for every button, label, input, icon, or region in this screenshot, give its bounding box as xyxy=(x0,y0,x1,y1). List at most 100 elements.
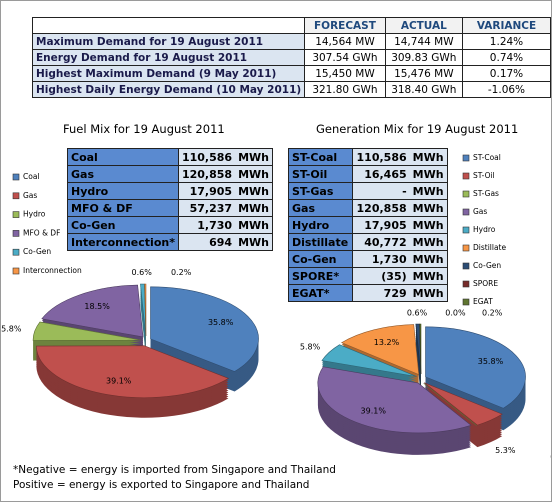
energy-value: - xyxy=(351,182,410,200)
data-label: 5.8% xyxy=(1,325,22,334)
legend-swatch xyxy=(462,226,470,234)
pie-slice xyxy=(341,324,420,375)
table-row: Highest Daily Energy Demand (10 May 2011… xyxy=(31,81,551,98)
unit: MWh xyxy=(235,199,274,217)
value-cell: 14,564 MW xyxy=(304,33,386,50)
legend-label: Co-Gen xyxy=(23,247,51,256)
legend-label: Coal xyxy=(23,172,40,181)
data-label: 5.8% xyxy=(300,342,321,351)
value-cell: 15,476 MW xyxy=(384,65,463,82)
footnote: *Negative = energy is imported from Sing… xyxy=(13,464,336,476)
legend-swatch xyxy=(462,244,470,252)
pie-slice xyxy=(150,286,259,372)
slice-side xyxy=(423,385,477,428)
energy-value: 16,465 xyxy=(351,165,410,183)
energy-value: 17,905 xyxy=(177,182,236,200)
legend-swatch xyxy=(462,280,470,288)
unit: MWh xyxy=(235,216,274,234)
unit: MWh xyxy=(409,148,448,166)
legend-swatch xyxy=(12,211,20,218)
value-cell: -1.06% xyxy=(461,81,551,98)
legend-label: ST-Oil xyxy=(473,171,495,180)
energy-value: 1,730 xyxy=(351,250,410,268)
summary-table: FORECAST ACTUAL VARIANCE Maximum Demand for… xyxy=(31,17,551,98)
energy-value: 729 xyxy=(351,284,410,302)
energy-value: 1,730 xyxy=(177,216,236,234)
table-row: Gas 120,858 MWh xyxy=(288,199,448,217)
pie-slice xyxy=(144,283,147,337)
table-row: ST-Gas - MWh xyxy=(288,182,448,200)
row-label: Highest Maximum Demand (9 May 2011) xyxy=(31,65,306,82)
value-cell: 0.74% xyxy=(461,49,551,66)
legend-label: Gas xyxy=(23,191,37,200)
source-name: ST-Oil xyxy=(288,165,353,183)
pie-slice xyxy=(32,321,142,341)
header-cell: VARIANCE xyxy=(461,17,551,34)
unit: MWh xyxy=(235,148,274,166)
table-row: Energy Demand for 19 August 2011 307.54 G… xyxy=(31,49,551,66)
source-name: Co-Gen xyxy=(67,216,179,234)
energy-value: 40,772 xyxy=(351,233,410,251)
row-label: Maximum Demand for 19 August 2011 xyxy=(31,33,306,50)
source-name: MFO & DF xyxy=(67,199,179,217)
table-row: Hydro 17,905 MWh xyxy=(67,182,274,200)
data-label: 0.0% xyxy=(445,309,466,318)
pie-slice xyxy=(317,366,472,434)
unit: MWh xyxy=(409,199,448,217)
source-name: Distillate xyxy=(288,233,353,251)
energy-value: 110,586 xyxy=(177,148,236,166)
chart-title: Generation Mix for 19 August 2011 xyxy=(316,122,519,136)
unit: MWh xyxy=(409,165,448,183)
legend-label: Hydro xyxy=(473,225,496,234)
energy-value: 694 xyxy=(177,233,236,251)
legend-swatch xyxy=(12,248,20,256)
source-name: Gas xyxy=(67,165,179,183)
header-row: FORECAST ACTUAL VARIANCE xyxy=(31,17,551,34)
legend-swatch xyxy=(462,172,470,180)
value-cell: 15,450 MW xyxy=(304,65,386,82)
value-cell: 318.40 GWh xyxy=(384,81,463,98)
table-row: SPORE* (35) MWh xyxy=(288,267,448,285)
data-label: 18.5% xyxy=(84,302,110,311)
legend-label: Gas xyxy=(473,207,487,216)
energy-value: 110,586 xyxy=(351,148,410,166)
data-label: 0.6% xyxy=(132,268,153,277)
data-label: 0.2% xyxy=(482,309,503,318)
data-label: 0.0% xyxy=(550,452,551,461)
source-name: Interconnection* xyxy=(67,233,179,251)
source-name: Gas xyxy=(288,199,353,217)
generation-table: ST-Coal 110,586 MWh ST-Oil 16,465 MWh ST-Gas - M… xyxy=(288,148,448,302)
value-cell: 1.24% xyxy=(461,33,551,50)
row-label: Highest Daily Energy Demand (10 May 2011… xyxy=(31,81,306,98)
table-row: Hydro 17,905 MWh xyxy=(288,216,448,234)
source-name: ST-Coal xyxy=(288,148,353,166)
energy-value: 57,237 xyxy=(177,199,236,217)
value-cell: 14,744 MW xyxy=(384,33,463,50)
header-cell xyxy=(31,17,306,34)
legend-label: SPORE xyxy=(473,279,498,288)
value-cell: 309.83 GWh xyxy=(384,49,463,66)
table-row: Maximum Demand for 19 August 2011 14,564 … xyxy=(31,33,551,50)
unit: MWh xyxy=(409,250,448,268)
table-row: Highest Maximum Demand (9 May 2011) 15,45… xyxy=(31,65,551,82)
unit: MWh xyxy=(409,284,448,302)
pie-slice xyxy=(41,284,144,338)
table-row: Gas 120,858 MWh xyxy=(67,165,274,183)
header-cell: ACTUAL xyxy=(384,17,463,34)
value-cell: 307.54 GWh xyxy=(304,49,386,66)
source-name: Hydro xyxy=(67,182,179,200)
legend-swatch xyxy=(462,190,470,198)
pie-slice xyxy=(36,345,230,399)
legend-label: ST-Coal xyxy=(473,153,501,162)
legend-label: Interconnection xyxy=(23,266,82,275)
energy-value: (35) xyxy=(351,267,410,285)
fuel-table: Coal 110,586 MWh Gas 120,858 MWh Hydro 17,905 MW… xyxy=(67,148,274,251)
source-name: SPORE* xyxy=(288,267,353,285)
legend-label: MFO & DF xyxy=(23,228,60,237)
unit: MWh xyxy=(409,216,448,234)
row-label: Energy Demand for 19 August 2011 xyxy=(31,49,306,66)
legend-label: Co-Gen xyxy=(473,261,501,270)
pie-slice xyxy=(419,323,422,375)
